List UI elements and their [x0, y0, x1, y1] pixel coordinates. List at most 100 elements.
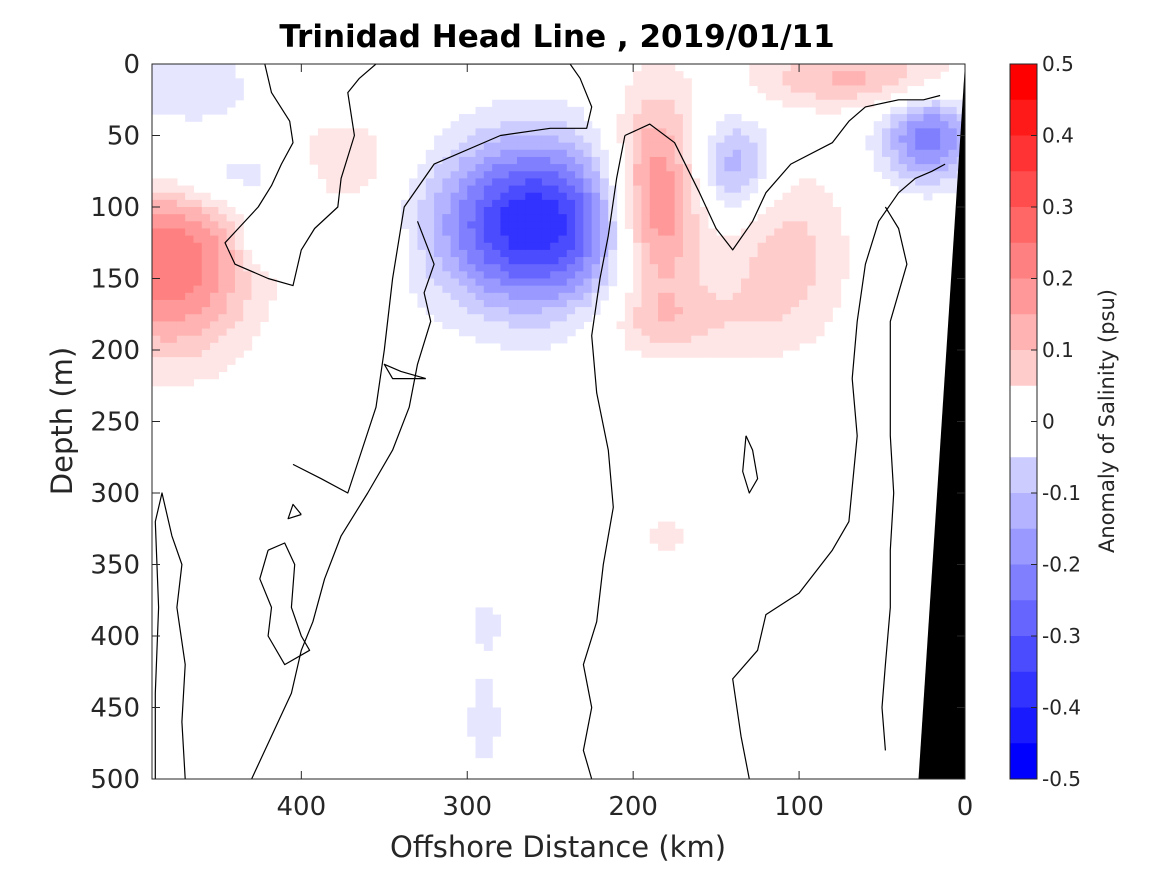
anomaly-cell [160, 285, 170, 294]
land-mask [918, 64, 965, 779]
anomaly-cell [682, 156, 692, 165]
anomaly-cell [583, 192, 593, 201]
anomaly-cell [550, 106, 560, 115]
anomaly-cell [475, 242, 485, 251]
anomaly-cell [716, 292, 726, 301]
anomaly-cell [525, 199, 535, 208]
anomaly-cell [658, 164, 667, 172]
anomaly-cell [492, 178, 502, 187]
anomaly-cell [641, 142, 651, 151]
anomaly-cell [176, 242, 186, 251]
anomaly-cell [782, 221, 792, 230]
anomaly-cell [666, 535, 676, 544]
anomaly-cell [226, 264, 236, 272]
anomaly-cell [741, 128, 750, 137]
anomaly-cell [550, 285, 560, 294]
anomaly-cell [624, 299, 634, 308]
anomaly-cell [152, 350, 161, 358]
anomaly-cell [483, 750, 493, 759]
anomaly-cell [475, 328, 485, 337]
anomaly-cell [152, 214, 161, 222]
anomaly-cell [765, 257, 775, 265]
anomaly-cell [707, 271, 717, 280]
anomaly-cell [765, 71, 775, 79]
anomaly-cell [608, 242, 618, 251]
anomaly-cell [483, 335, 493, 344]
anomaly-cell [566, 292, 576, 301]
anomaly-cell [152, 106, 161, 115]
anomaly-cell [823, 249, 833, 258]
anomaly-cell [591, 135, 601, 144]
contour-vertical-left [251, 221, 435, 779]
anomaly-cell [201, 285, 211, 294]
anomaly-cell [500, 149, 510, 158]
anomaly-cell [193, 64, 203, 72]
anomaly-cell [765, 271, 775, 280]
anomaly-cell [201, 335, 211, 344]
anomaly-cell [558, 156, 568, 165]
anomaly-cell [815, 271, 825, 280]
anomaly-cell [550, 257, 560, 265]
anomaly-cell [823, 78, 833, 87]
anomaly-cell [251, 328, 261, 337]
anomaly-cell [633, 285, 643, 294]
anomaly-cell [890, 64, 900, 72]
anomaly-cell [765, 307, 775, 315]
anomaly-cell [541, 342, 551, 351]
anomaly-cell [790, 299, 800, 308]
anomaly-cell [450, 178, 460, 187]
anomaly-cell [185, 92, 195, 101]
anomaly-cell [566, 328, 576, 337]
anomaly-cell [251, 271, 261, 280]
anomaly-cell [442, 264, 452, 272]
anomaly-cell [832, 99, 842, 108]
anomaly-cell [234, 235, 244, 244]
anomaly-cell [533, 128, 543, 137]
anomaly-cell [699, 285, 709, 294]
anomaly-cell [492, 199, 502, 208]
anomaly-cell [699, 242, 709, 251]
anomaly-cell [492, 192, 502, 201]
anomaly-cell [525, 114, 535, 122]
anomaly-cell [533, 321, 543, 330]
anomaly-cell [906, 142, 916, 151]
anomaly-cell [218, 235, 228, 244]
anomaly-cell [890, 78, 900, 87]
x-tick-label: 400 [277, 792, 327, 822]
anomaly-cell [243, 164, 253, 172]
anomaly-cell [226, 214, 236, 222]
anomaly-cell [724, 307, 734, 315]
anomaly-cell [558, 292, 568, 301]
anomaly-cell [517, 192, 526, 201]
anomaly-cell [467, 264, 477, 272]
anomaly-cell [558, 121, 568, 129]
anomaly-cell [890, 156, 900, 165]
anomaly-cell [832, 242, 842, 251]
anomaly-cell [832, 257, 842, 265]
anomaly-cell [483, 199, 493, 208]
anomaly-cell [624, 328, 634, 337]
y-tick-label: 250 [90, 408, 140, 438]
anomaly-cell [475, 714, 485, 723]
anomaly-cell [168, 314, 178, 322]
anomaly-cell [226, 335, 236, 344]
anomaly-cell [599, 156, 609, 165]
anomaly-cell [268, 292, 278, 301]
anomaly-cell [550, 207, 560, 215]
anomaly-cell [541, 142, 551, 151]
anomaly-cell [765, 335, 775, 344]
anomaly-cell [765, 64, 775, 72]
anomaly-cell [591, 235, 601, 244]
anomaly-cell [865, 142, 875, 151]
anomaly-cell [649, 199, 659, 208]
anomaly-cell [334, 171, 344, 179]
anomaly-cell [807, 64, 817, 72]
anomaly-cell [666, 335, 676, 344]
anomaly-cell [508, 121, 518, 129]
anomaly-cell [741, 307, 750, 315]
anomaly-cell [442, 149, 452, 158]
anomaly-cell [649, 178, 659, 187]
anomaly-cell [492, 207, 502, 215]
anomaly-cell [799, 299, 808, 308]
anomaly-cell [251, 314, 261, 322]
